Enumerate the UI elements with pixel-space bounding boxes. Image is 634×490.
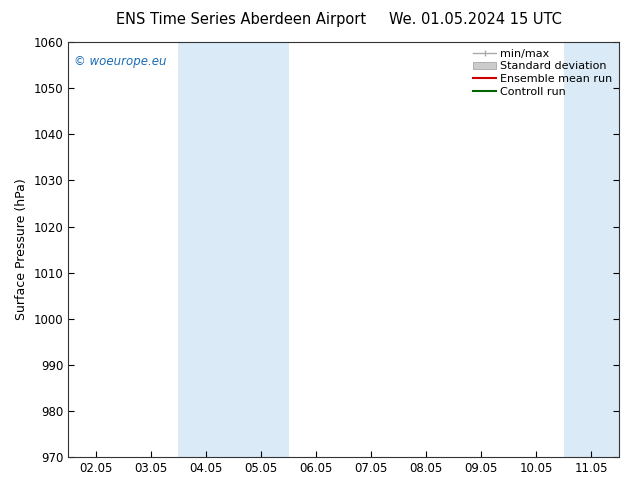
Text: © woeurope.eu: © woeurope.eu	[74, 54, 166, 68]
Text: We. 01.05.2024 15 UTC: We. 01.05.2024 15 UTC	[389, 12, 562, 27]
Bar	[178, 42, 288, 457]
Legend: min/max, Standard deviation, Ensemble mean run, Controll run: min/max, Standard deviation, Ensemble me…	[470, 46, 616, 100]
Bar	[564, 42, 619, 457]
Y-axis label: Surface Pressure (hPa): Surface Pressure (hPa)	[15, 179, 28, 320]
Text: ENS Time Series Aberdeen Airport: ENS Time Series Aberdeen Airport	[116, 12, 366, 27]
